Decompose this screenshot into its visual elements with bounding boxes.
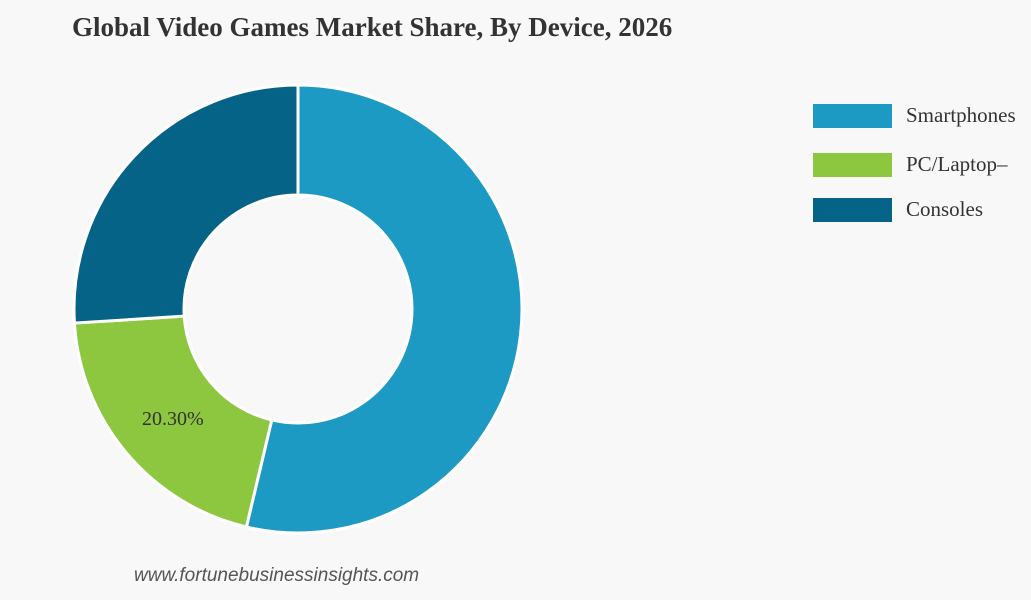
legend-label: Consoles: [906, 197, 984, 221]
legend-label: PC/Laptop–: [906, 152, 1008, 176]
legend-swatch: [813, 197, 892, 222]
donut-slice-consoles[interactable]: [72, 83, 300, 325]
legend-item-smartphones[interactable]: Smartphones: [813, 102, 1016, 129]
source-watermark: www.fortunebusinessinsights.com: [134, 565, 420, 586]
donut-slice-smartphones[interactable]: [244, 83, 524, 535]
legend-label: Smartphones: [906, 103, 1016, 127]
legend-swatch: [813, 152, 892, 177]
chart-title: Global Video Games Market Share, By Devi…: [72, 12, 673, 42]
data-label: 20.30%: [142, 408, 204, 430]
donut-slice-pc-laptop[interactable]: [72, 314, 274, 529]
legend-swatch: [813, 103, 892, 128]
legend-item-consoles[interactable]: Consoles: [813, 196, 1016, 223]
legend-item-pc-laptop[interactable]: PC/Laptop–: [813, 151, 1016, 178]
legend: Smartphones PC/Laptop– Consoles: [813, 102, 1016, 245]
